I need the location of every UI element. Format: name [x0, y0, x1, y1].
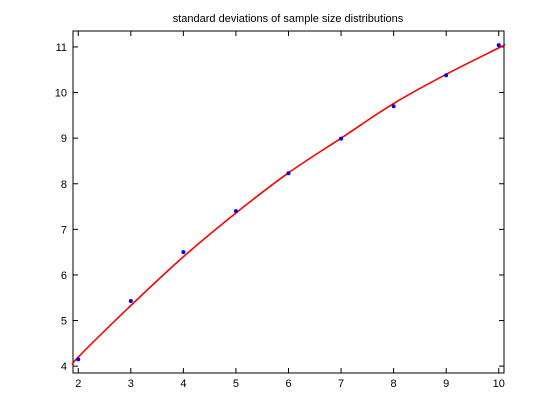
plot-area: [72, 30, 505, 374]
x-tick-label: 2: [75, 378, 81, 390]
y-tick-label: 10: [55, 88, 67, 100]
y-tick-label: 8: [61, 179, 67, 191]
x-tick-label: 3: [128, 378, 134, 390]
y-tick-label: 7: [61, 224, 67, 236]
data-point: [286, 171, 291, 176]
x-tick-label: 6: [285, 378, 291, 390]
axis-ticks: [73, 31, 504, 373]
data-point: [339, 136, 344, 141]
chart-title: standard deviations of sample size distr…: [173, 13, 404, 25]
x-tick-label: 9: [443, 378, 449, 390]
x-tick-label: 10: [493, 378, 505, 390]
data-point: [444, 73, 449, 78]
y-tick-label: 6: [61, 270, 67, 282]
data-point: [233, 209, 238, 214]
data-points-layer: [76, 43, 501, 362]
fit-curve: [71, 44, 506, 365]
x-tick-label: 8: [391, 378, 397, 390]
y-tick-label: 11: [56, 42, 67, 54]
x-tick-label: 5: [233, 378, 239, 390]
data-point: [391, 104, 396, 109]
y-tick-label: 5: [61, 316, 67, 328]
fit-curve-layer: [71, 44, 506, 365]
tick-labels: 2 3 4 5 6 7 8 9 10 4 5 6 7 8 9 10 11: [55, 42, 505, 390]
y-tick-label: 9: [61, 133, 67, 145]
data-point: [181, 250, 186, 255]
data-point: [76, 357, 81, 362]
data-point: [128, 298, 133, 303]
x-tick-label: 7: [338, 378, 344, 390]
x-tick-label: 4: [180, 378, 186, 390]
y-tick-label: 4: [61, 361, 67, 373]
data-point: [496, 43, 501, 48]
